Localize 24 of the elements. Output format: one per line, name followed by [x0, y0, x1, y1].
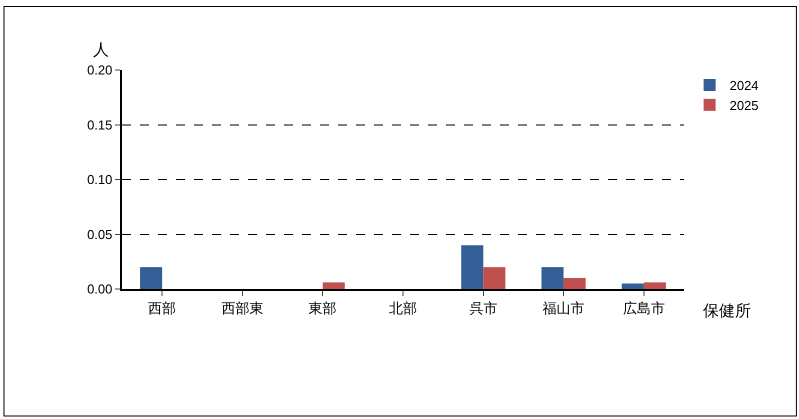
y-tick-label: 0.20 — [87, 62, 112, 78]
x-tick-label: 西部 — [148, 300, 176, 316]
x-tick-label: 広島市 — [622, 300, 665, 316]
bar — [140, 267, 162, 289]
y-tick-label: 0.00 — [87, 282, 112, 297]
y-axis-title: 人 — [93, 42, 109, 59]
bar — [461, 245, 484, 289]
x-tick-label: 福山市 — [542, 300, 585, 316]
y-tick-label: 0.05 — [87, 226, 112, 242]
bar — [622, 284, 644, 289]
y-tick-label: 0.10 — [87, 172, 112, 188]
bar — [644, 282, 666, 289]
x-tick-label: 東部 — [308, 300, 337, 316]
bar — [541, 267, 564, 289]
bar — [483, 267, 506, 289]
legend-label: 2025 — [730, 98, 759, 113]
x-tick-label: 北部 — [389, 300, 417, 316]
x-tick-label: 西部東 — [221, 300, 264, 316]
bar — [322, 282, 345, 289]
x-axis-title: 保健所 — [703, 302, 751, 320]
y-tick-label: 0.15 — [87, 117, 112, 132]
x-tick-label: 呉市 — [469, 300, 498, 316]
bar — [564, 278, 586, 289]
legend-label: 2024 — [730, 78, 759, 94]
